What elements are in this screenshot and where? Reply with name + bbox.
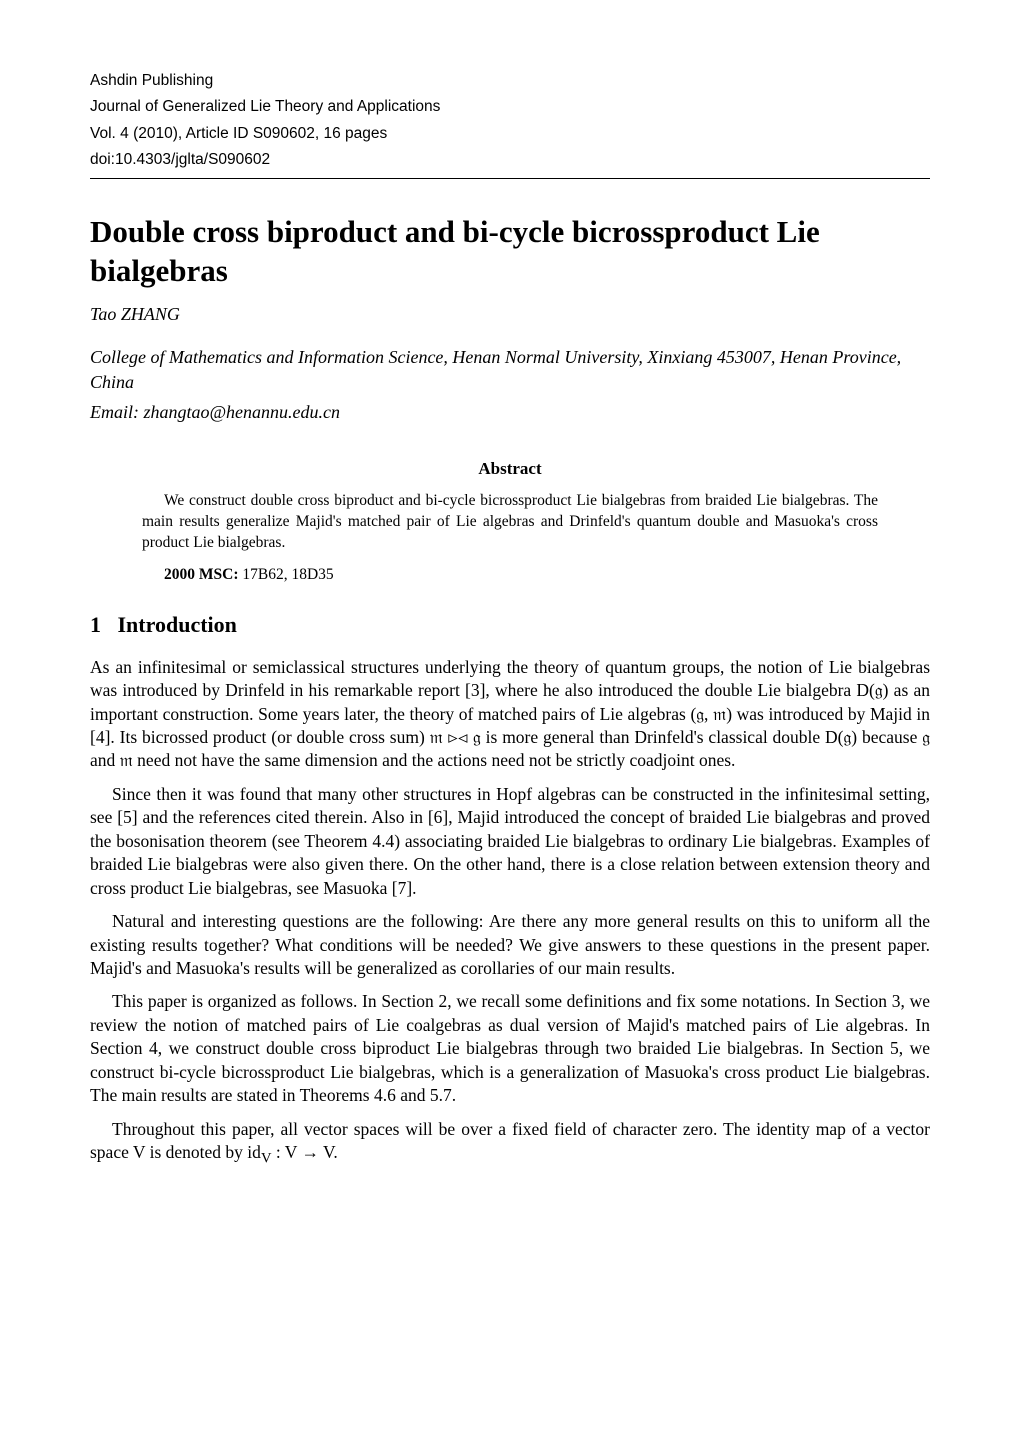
author-email: Email: zhangtao@henannu.edu.cn (90, 402, 930, 423)
msc-classification: 2000 MSC: 17B62, 18D35 (142, 566, 878, 584)
publisher-line: Ashdin Publishing (90, 70, 930, 92)
msc-label: 2000 MSC: (164, 566, 238, 583)
p5-subscript: V (261, 1151, 272, 1167)
journal-line: Journal of Generalized Lie Theory and Ap… (90, 96, 930, 118)
intro-paragraph-4: This paper is organized as follows. In S… (90, 990, 930, 1107)
abstract-body: We construct double cross biproduct and … (142, 491, 878, 554)
intro-paragraph-2: Since then it was found that many other … (90, 783, 930, 900)
volume-line: Vol. 4 (2010), Article ID S090602, 16 pa… (90, 123, 930, 145)
affiliation: College of Mathematics and Information S… (90, 345, 930, 394)
section-title: Introduction (118, 612, 237, 637)
header-divider (90, 178, 930, 179)
intro-paragraph-3: Natural and interesting questions are th… (90, 910, 930, 980)
paper-title: Double cross biproduct and bi-cycle bicr… (90, 213, 930, 291)
msc-value: 17B62, 18D35 (238, 566, 333, 583)
intro-paragraph-1: As an infinitesimal or semiclassical str… (90, 656, 930, 773)
author-name: Tao ZHANG (90, 304, 930, 325)
section-number: 1 (90, 612, 101, 637)
intro-paragraph-5: Throughout this paper, all vector spaces… (90, 1118, 930, 1169)
section-heading: 1 Introduction (90, 612, 930, 638)
p5-text-b: : V → V. (271, 1142, 337, 1162)
p5-text-a: Throughout this paper, all vector spaces… (90, 1119, 930, 1162)
doi-line: doi:10.4303/jglta/S090602 (90, 149, 930, 171)
abstract-heading: Abstract (90, 459, 930, 479)
